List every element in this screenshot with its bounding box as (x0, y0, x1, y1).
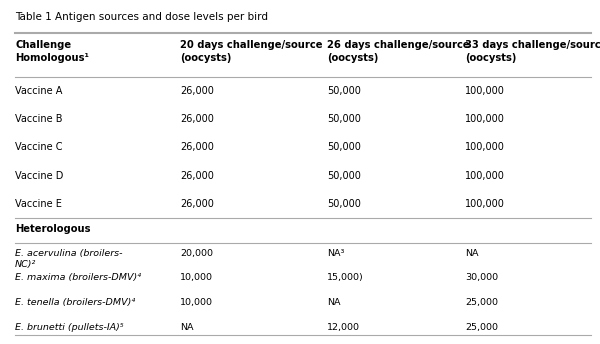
Text: 10,000: 10,000 (180, 298, 213, 307)
Text: NA: NA (465, 249, 479, 258)
Text: Vaccine D: Vaccine D (15, 171, 64, 181)
Text: Vaccine A: Vaccine A (15, 86, 62, 96)
Text: 100,000: 100,000 (465, 142, 505, 152)
Text: Table 1 Antigen sources and dose levels per bird: Table 1 Antigen sources and dose levels … (15, 12, 268, 22)
Text: 50,000: 50,000 (327, 114, 361, 124)
Text: 26,000: 26,000 (180, 199, 214, 209)
Text: 26,000: 26,000 (180, 86, 214, 96)
Text: Vaccine C: Vaccine C (15, 142, 62, 152)
Text: 100,000: 100,000 (465, 114, 505, 124)
Text: 50,000: 50,000 (327, 142, 361, 152)
Text: E. brunetti (pullets-IA)⁵: E. brunetti (pullets-IA)⁵ (15, 323, 124, 332)
Text: 33 days challenge/source
(oocysts): 33 days challenge/source (oocysts) (465, 40, 600, 63)
Text: 10,000: 10,000 (180, 273, 213, 282)
Text: E. maxima (broilers-DMV)⁴: E. maxima (broilers-DMV)⁴ (15, 273, 141, 282)
Text: E. acervulina (broilers-
NC)²: E. acervulina (broilers- NC)² (15, 249, 122, 269)
Text: Vaccine E: Vaccine E (15, 199, 62, 209)
Text: NA: NA (327, 298, 341, 307)
Text: 25,000: 25,000 (465, 298, 498, 307)
Text: Vaccine B: Vaccine B (15, 114, 62, 124)
Text: Heterologous: Heterologous (15, 224, 91, 234)
Text: E. tenella (broilers-DMV)⁴: E. tenella (broilers-DMV)⁴ (15, 298, 135, 307)
Text: 50,000: 50,000 (327, 86, 361, 96)
Text: 100,000: 100,000 (465, 171, 505, 181)
Text: 20 days challenge/source
(oocysts): 20 days challenge/source (oocysts) (180, 40, 323, 63)
Text: NA³: NA³ (327, 249, 344, 258)
Text: 26 days challenge/source
(oocysts): 26 days challenge/source (oocysts) (327, 40, 470, 63)
Text: 12,000: 12,000 (327, 323, 360, 332)
Text: 25,000: 25,000 (465, 323, 498, 332)
Text: 100,000: 100,000 (465, 86, 505, 96)
Text: NA: NA (180, 323, 193, 332)
Text: 26,000: 26,000 (180, 171, 214, 181)
Text: 50,000: 50,000 (327, 171, 361, 181)
Text: 26,000: 26,000 (180, 114, 214, 124)
Text: 20,000: 20,000 (180, 249, 213, 258)
Text: 26,000: 26,000 (180, 142, 214, 152)
Text: 15,000): 15,000) (327, 273, 364, 282)
Text: 50,000: 50,000 (327, 199, 361, 209)
Text: 30,000: 30,000 (465, 273, 498, 282)
Text: 100,000: 100,000 (465, 199, 505, 209)
Text: Challenge
Homologous¹: Challenge Homologous¹ (15, 40, 89, 63)
